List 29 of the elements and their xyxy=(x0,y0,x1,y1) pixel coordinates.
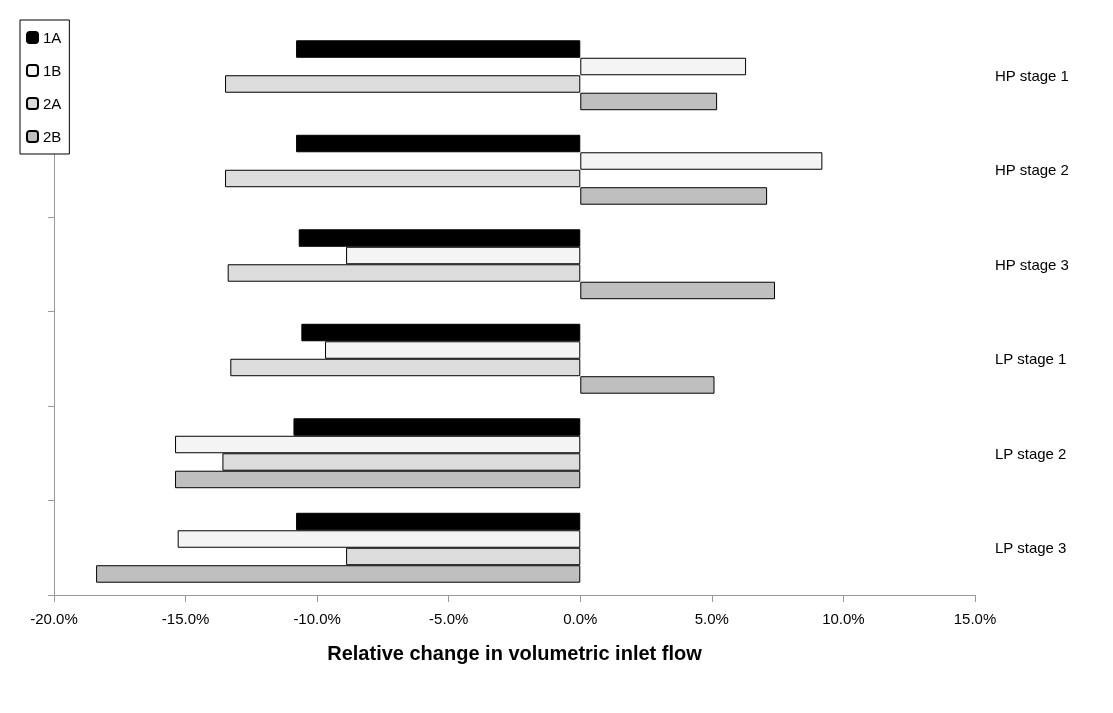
bar xyxy=(296,40,581,58)
bar xyxy=(580,92,718,111)
bar xyxy=(580,281,776,300)
legend-label: 2A xyxy=(43,95,62,112)
bar xyxy=(580,152,823,170)
y-tick-label: HP stage 1 xyxy=(995,66,1069,84)
bar xyxy=(580,57,747,76)
x-tick-label: 0.0% xyxy=(563,610,598,627)
x-tick-label: 10.0% xyxy=(822,610,865,627)
x-tick-label: -20.0% xyxy=(30,610,78,627)
y-tick-label: HP stage 2 xyxy=(995,161,1069,179)
bar xyxy=(580,376,715,394)
legend-label: 2B xyxy=(43,128,62,145)
bar xyxy=(225,75,581,93)
legend-label: 1A xyxy=(43,29,62,46)
x-tick-label: 15.0% xyxy=(953,610,997,627)
x-tick-label: 5.0% xyxy=(694,610,729,627)
bar xyxy=(225,169,581,188)
legend-label: 1B xyxy=(43,62,62,79)
y-tick-label: LP stage 2 xyxy=(995,444,1067,462)
y-tick-label: HP stage 3 xyxy=(995,255,1069,273)
x-tick-label: -5.0% xyxy=(429,610,469,627)
y-tick-label: LP stage 1 xyxy=(995,350,1067,368)
bar xyxy=(580,187,768,205)
y-tick-label: LP stage 3 xyxy=(995,539,1067,557)
x-tick-label: -10.0% xyxy=(293,610,341,627)
bar xyxy=(296,134,581,153)
x-tick-label: -15.0% xyxy=(161,610,210,627)
x-axis-title: Relative change in volumetric inlet flow xyxy=(327,642,703,664)
